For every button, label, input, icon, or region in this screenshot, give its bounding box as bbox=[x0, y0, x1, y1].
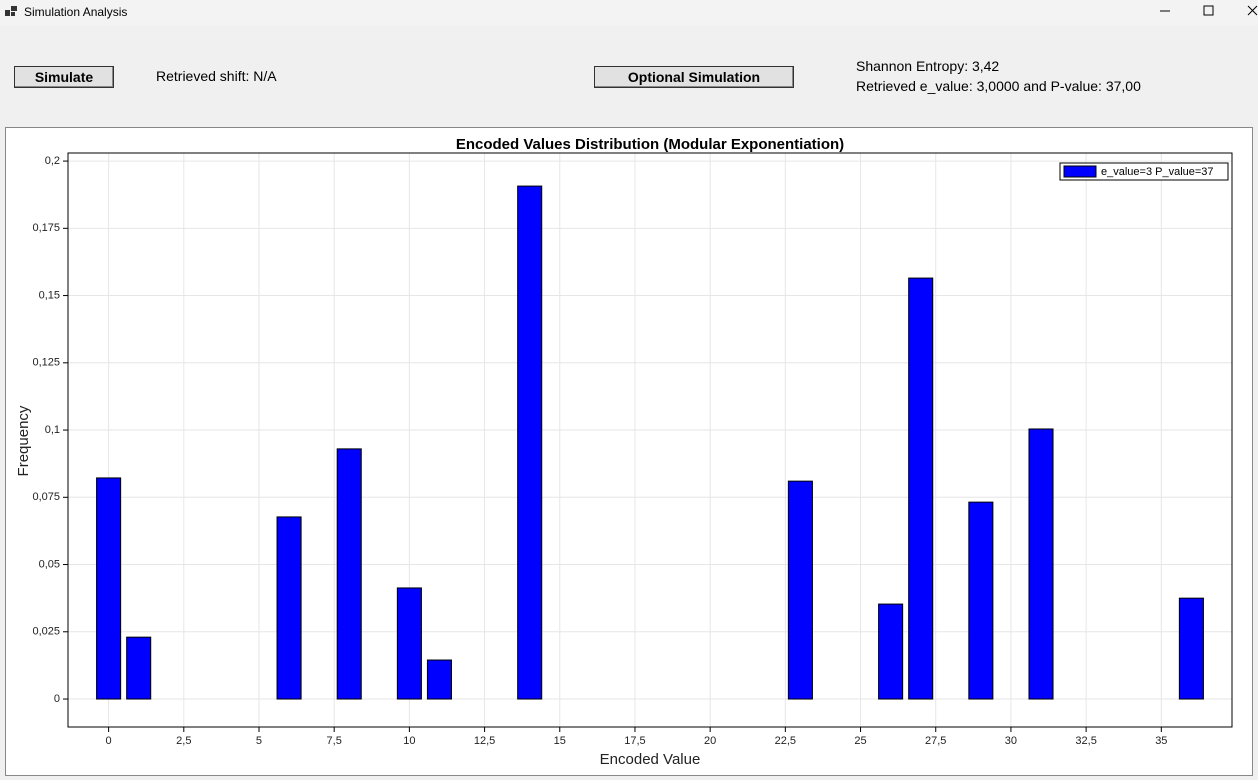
x-tick-label: 35 bbox=[1155, 735, 1167, 747]
y-tick-label: 0 bbox=[54, 693, 60, 705]
legend-label: e_value=3 P_value=37 bbox=[1101, 166, 1214, 178]
x-tick-label: 15 bbox=[554, 735, 566, 747]
bar bbox=[968, 501, 994, 700]
close[interactable] bbox=[1247, 5, 1258, 16]
title-bar: Simulation Analysis bbox=[0, 0, 1258, 26]
x-tick-label: 10 bbox=[403, 735, 415, 747]
bar bbox=[426, 659, 452, 700]
x-tick-label: 20 bbox=[704, 735, 716, 747]
bar bbox=[126, 636, 152, 700]
bar bbox=[276, 516, 302, 700]
x-tick-label: 12,5 bbox=[474, 735, 495, 747]
retrieved-values: Retrieved e_value: 3,0000 and P-value: 3… bbox=[856, 78, 1141, 94]
bar bbox=[396, 587, 422, 700]
legend-box bbox=[1059, 162, 1229, 181]
x-tick-label: 30 bbox=[1005, 735, 1017, 747]
x-tick-label: 27,5 bbox=[925, 735, 946, 747]
y-tick-label: 0,075 bbox=[32, 491, 60, 503]
bar bbox=[908, 277, 934, 700]
bar bbox=[1178, 597, 1204, 700]
x-tick-label: 0 bbox=[106, 735, 112, 747]
x-tick-label: 2,5 bbox=[176, 735, 191, 747]
shannon-entropy: Shannon Entropy: 3,42 bbox=[856, 58, 1000, 74]
y-tick-label: 0,025 bbox=[32, 626, 60, 638]
y-tick-label: 0,175 bbox=[32, 222, 60, 234]
bar bbox=[1028, 428, 1054, 700]
x-axis-label: Encoded Value bbox=[600, 751, 701, 768]
window-title: Simulation Analysis bbox=[24, 5, 128, 19]
y-axis-label: Frequency bbox=[15, 405, 32, 476]
simulate-button[interactable]: Simulate bbox=[14, 66, 114, 88]
chart: Encoded Values Distribution (Modular Exp… bbox=[15, 136, 1233, 768]
bar bbox=[96, 477, 122, 700]
x-tick-label: 25 bbox=[854, 735, 866, 747]
bar bbox=[517, 185, 543, 700]
y-tick-label: 0,125 bbox=[32, 357, 60, 369]
chart-title: Encoded Values Distribution (Modular Exp… bbox=[456, 136, 844, 153]
maximize[interactable] bbox=[1203, 5, 1214, 16]
app-icon bbox=[5, 6, 17, 16]
retrieved-shift: Retrieved shift: N/A bbox=[156, 68, 277, 84]
y-tick-label: 0,05 bbox=[39, 558, 60, 570]
y-tick-label: 0,15 bbox=[39, 289, 60, 301]
bar bbox=[787, 480, 813, 700]
y-tick-label: 0,2 bbox=[45, 155, 60, 167]
x-tick-label: 22,5 bbox=[775, 735, 796, 747]
x-tick-label: 17,5 bbox=[624, 735, 645, 747]
chart-panel: Encoded Values Distribution (Modular Exp… bbox=[5, 127, 1253, 776]
bar bbox=[878, 603, 904, 700]
bar bbox=[336, 448, 362, 700]
y-tick-label: 0,1 bbox=[45, 424, 60, 436]
x-tick-label: 7,5 bbox=[327, 735, 342, 747]
optional-simulation-button[interactable]: Optional Simulation bbox=[594, 66, 794, 88]
x-tick-label: 5 bbox=[256, 735, 262, 747]
legend-swatch bbox=[1063, 165, 1097, 178]
window-controls[interactable] bbox=[1148, 0, 1258, 26]
x-tick-label: 32,5 bbox=[1075, 735, 1096, 747]
plot-frame bbox=[67, 152, 1233, 728]
